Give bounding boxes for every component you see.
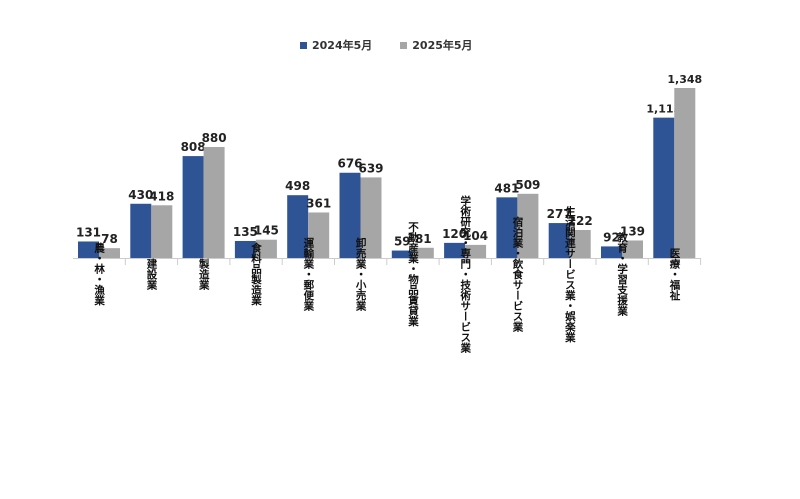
value-label-2024: 430 xyxy=(128,188,153,202)
bar-2024 xyxy=(287,195,309,258)
bar-2025 xyxy=(203,147,225,258)
category-label: 生活関連サービス業・娯楽業 xyxy=(564,205,576,343)
value-label-2025: 1,348 xyxy=(667,73,702,86)
category-label: 教育・学習支援業 xyxy=(616,231,628,317)
legend-label-2025: 2025年5月 xyxy=(412,39,473,52)
category-label: 学術研究・専門・技術サービス業 xyxy=(459,194,471,353)
value-label-2025: 104 xyxy=(463,229,488,243)
value-label-2024: 135 xyxy=(233,225,258,239)
value-label-2024: 277 xyxy=(547,207,572,221)
value-label-2024: 59 xyxy=(394,235,411,249)
bar-2025 xyxy=(360,177,382,258)
bar-2024 xyxy=(339,172,361,258)
legend-label-2024: 2024年5月 xyxy=(312,39,373,52)
bar-2024 xyxy=(130,203,152,258)
value-label-2025: 418 xyxy=(149,189,174,203)
category-label: 卸売業・小売業 xyxy=(355,236,367,311)
value-label-2024: 498 xyxy=(285,179,310,193)
category-label: 農・林・漁業 xyxy=(93,242,105,307)
value-label-2024: 120 xyxy=(442,227,467,241)
value-label-2024: 131 xyxy=(76,225,101,239)
bar-2025 xyxy=(308,212,330,258)
value-label-2025: 145 xyxy=(254,224,279,238)
bar-2025 xyxy=(569,230,591,258)
legend: 2024年5月 2025年5月 xyxy=(300,37,473,53)
value-label-2025: 361 xyxy=(306,196,331,210)
category-label: 食料品製造業 xyxy=(250,242,262,307)
category-label: 建設業 xyxy=(145,257,157,290)
category-label: 宿泊業・飲食サービス業 xyxy=(512,215,524,332)
bar-2024 xyxy=(182,156,204,258)
value-label-2025: 81 xyxy=(415,232,432,246)
legend-item-2025: 2025年5月 xyxy=(400,37,473,53)
value-label-2025: 78 xyxy=(101,232,118,246)
value-label-2025: 880 xyxy=(202,131,227,145)
bar-2024 xyxy=(653,117,675,258)
value-label-2024: 1,113 xyxy=(646,103,681,116)
bar-2024 xyxy=(78,241,99,258)
value-label-2024: 481 xyxy=(494,181,519,195)
bar-2025 xyxy=(255,239,277,258)
value-label-2025: 639 xyxy=(358,161,383,175)
bar-2024 xyxy=(601,246,622,258)
category-label: 運輸業・郵便業 xyxy=(302,237,314,311)
bar-2024 xyxy=(496,197,518,258)
bar-2024 xyxy=(391,250,413,258)
bar-2024 xyxy=(548,223,570,258)
bar-2025 xyxy=(674,88,696,258)
value-label-2024: 808 xyxy=(181,140,206,154)
bar-2024 xyxy=(234,240,256,258)
category-label: 医療・福祉 xyxy=(668,248,680,301)
bar-2025 xyxy=(99,248,120,258)
category-label: 不動産業・物品賃貸業 xyxy=(407,222,419,328)
category-label: 製造業 xyxy=(198,257,210,290)
legend-swatch-2024 xyxy=(300,41,307,49)
legend-swatch-2025 xyxy=(400,41,408,49)
bar-2024 xyxy=(444,242,466,258)
bar-2025 xyxy=(465,244,487,258)
bar-2025 xyxy=(517,193,539,258)
bar-2025 xyxy=(622,240,643,258)
bar-2025 xyxy=(151,205,173,258)
legend-item-2024: 2024年5月 xyxy=(300,37,372,53)
value-label-2024: 92 xyxy=(603,230,620,244)
value-label-2025: 139 xyxy=(620,224,645,238)
value-label-2024: 676 xyxy=(337,157,362,171)
bar-2025 xyxy=(412,247,434,258)
value-label-2025: 222 xyxy=(568,214,593,228)
value-label-2025: 509 xyxy=(515,178,540,192)
